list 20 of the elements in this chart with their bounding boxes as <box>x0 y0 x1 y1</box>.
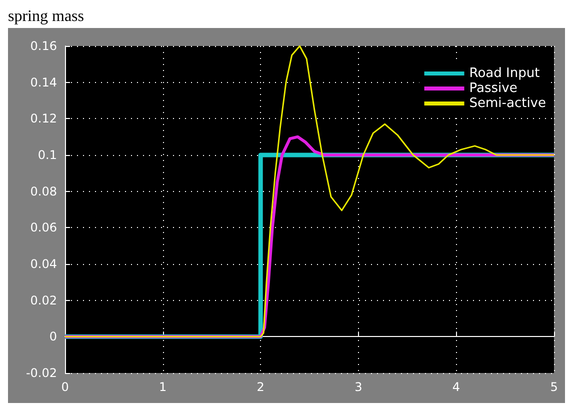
legend-label: Passive <box>469 81 518 96</box>
x-tick-label: 5 <box>550 380 558 394</box>
y-tick-label: 0 <box>49 330 57 344</box>
y-tick-label: 0.1 <box>38 148 57 162</box>
x-tick-label: 1 <box>158 380 167 394</box>
x-tick-label: 3 <box>354 380 362 394</box>
y-tick-label: 0.08 <box>30 184 57 198</box>
x-tick-label: 4 <box>452 380 460 394</box>
chart-title: spring mass <box>8 8 85 27</box>
y-tick-label: 0.14 <box>30 75 57 90</box>
y-tick-label: 0.04 <box>30 257 57 271</box>
y-tick-label: 0.06 <box>30 220 57 235</box>
x-tick-label: 0 <box>61 380 69 394</box>
legend-label: Road Input <box>469 66 540 81</box>
y-tick-label: -0.02 <box>26 366 57 380</box>
x-tick-label: 2 <box>256 380 264 394</box>
y-tick-label: 0.12 <box>30 112 57 126</box>
y-tick-label: 0.02 <box>30 293 57 308</box>
y-tick-label: 0.16 <box>30 39 57 53</box>
legend-label: Semi-active <box>469 96 546 111</box>
